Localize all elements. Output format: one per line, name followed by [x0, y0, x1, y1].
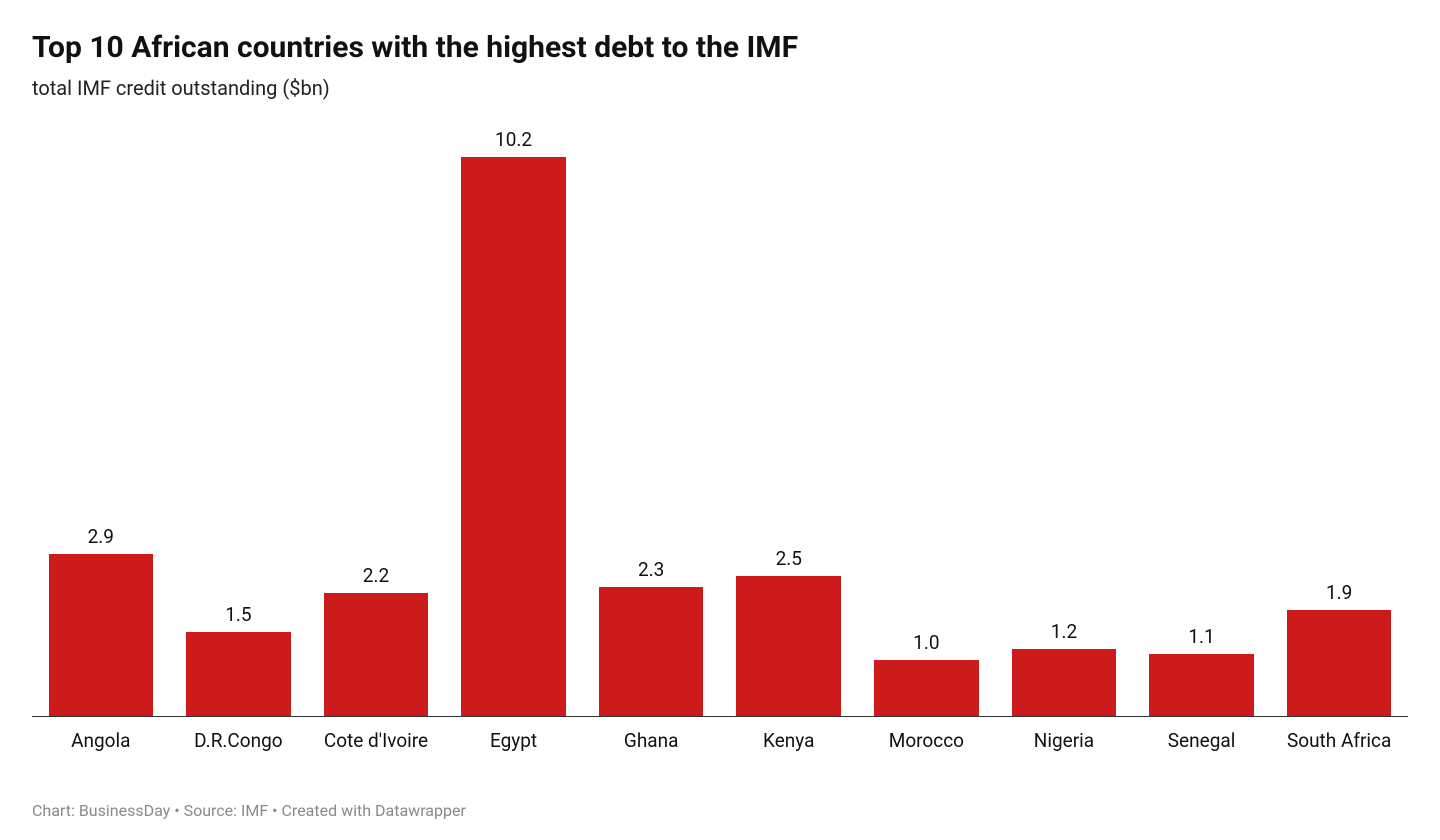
bar-column: 1.0	[858, 128, 996, 716]
bar-value-label: 1.9	[1326, 581, 1352, 604]
plot-area: 2.9 1.5 2.2 10.2 2.3 2.5 1.0 1.2 1.1 1.9	[32, 128, 1408, 717]
x-axis-label: Kenya	[720, 729, 858, 783]
x-axis-labels: AngolaD.R.CongoCote d'IvoireEgyptGhanaKe…	[32, 729, 1408, 783]
bar	[461, 157, 566, 716]
bar	[49, 554, 154, 716]
bar	[874, 660, 979, 716]
x-axis-label: Egypt	[445, 729, 583, 783]
bar-value-label: 1.5	[225, 603, 251, 626]
x-axis-label: D.R.Congo	[170, 729, 308, 783]
chart-subtitle: total IMF credit outstanding ($bn)	[32, 76, 1408, 100]
bar-column: 2.3	[582, 128, 720, 716]
bar	[1149, 654, 1254, 716]
chart-container: 2.9 1.5 2.2 10.2 2.3 2.5 1.0 1.2 1.1 1.9 AngolaD.…	[32, 128, 1408, 783]
bar-value-label: 1.0	[913, 631, 939, 654]
bar	[1012, 649, 1117, 716]
x-axis-label: Senegal	[1133, 729, 1271, 783]
bar-column: 10.2	[445, 128, 583, 716]
bar-column: 1.5	[170, 128, 308, 716]
x-axis-label: Angola	[32, 729, 170, 783]
bar	[186, 632, 291, 716]
bar-value-label: 2.5	[776, 547, 802, 570]
x-axis-label: Nigeria	[995, 729, 1133, 783]
bar-value-label: 1.2	[1051, 620, 1077, 643]
bar	[736, 576, 841, 716]
chart-title: Top 10 African countries with the highes…	[32, 30, 1408, 66]
x-axis-label: Morocco	[858, 729, 996, 783]
bar-column: 2.2	[307, 128, 445, 716]
bar	[1287, 610, 1392, 716]
bar	[599, 587, 704, 716]
bars-group: 2.9 1.5 2.2 10.2 2.3 2.5 1.0 1.2 1.1 1.9	[32, 128, 1408, 716]
x-axis-label: Cote d'Ivoire	[307, 729, 445, 783]
bar-value-label: 10.2	[495, 128, 532, 151]
bar-value-label: 1.1	[1188, 625, 1214, 648]
bar-column: 2.9	[32, 128, 170, 716]
bar-column: 1.2	[995, 128, 1133, 716]
bar-value-label: 2.3	[638, 558, 664, 581]
bar-column: 2.5	[720, 128, 858, 716]
bar-column: 1.9	[1270, 128, 1408, 716]
bar	[324, 593, 429, 716]
bar-column: 1.1	[1133, 128, 1271, 716]
bar-value-label: 2.9	[88, 525, 114, 548]
chart-footer: Chart: BusinessDay • Source: IMF • Creat…	[32, 801, 1408, 820]
x-axis-label: South Africa	[1270, 729, 1408, 783]
bar-value-label: 2.2	[363, 564, 389, 587]
x-axis-label: Ghana	[582, 729, 720, 783]
